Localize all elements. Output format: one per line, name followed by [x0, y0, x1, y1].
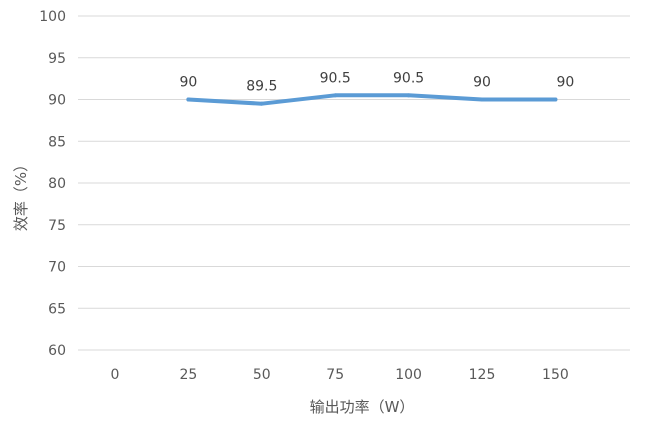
x-axis-title: 输出功率（W）	[310, 398, 415, 416]
x-tick-label: 25	[179, 367, 197, 383]
data-label: 90	[473, 75, 491, 91]
y-axis-ticks: 60 65 70 75 80 85 90 95 100	[39, 9, 66, 359]
series-line	[186, 93, 558, 106]
y-tick-label: 85	[48, 134, 66, 150]
y-tick-label: 80	[48, 176, 66, 192]
x-tick-label: 50	[253, 367, 271, 383]
x-tick-label: 75	[326, 367, 344, 383]
x-axis-ticks: 0 25 50 75 100 125 150	[111, 367, 569, 383]
y-tick-label: 100	[39, 9, 66, 25]
data-labels: 90 89.5 90.5 90.5 90 90	[179, 70, 574, 94]
y-tick-label: 60	[48, 343, 66, 359]
y-tick-label: 75	[48, 218, 66, 234]
data-point	[333, 93, 338, 98]
data-point	[480, 97, 484, 102]
x-tick-label: 125	[469, 367, 496, 383]
y-axis-title: 效率（%）	[12, 157, 30, 231]
data-point	[186, 97, 191, 102]
data-label: 89.5	[246, 79, 277, 95]
gridlines	[78, 15, 630, 351]
y-tick-label: 95	[48, 51, 66, 67]
y-tick-label: 70	[48, 260, 66, 276]
data-point	[553, 97, 558, 102]
y-tick-label: 65	[48, 301, 66, 317]
data-label: 90.5	[320, 70, 351, 86]
series-layer	[186, 93, 558, 106]
data-point	[259, 101, 264, 106]
x-tick-label: 0	[111, 367, 120, 383]
data-label: 90	[179, 75, 197, 91]
data-point	[406, 93, 411, 98]
data-label: 90.5	[393, 70, 424, 86]
x-tick-label: 150	[542, 367, 569, 383]
x-tick-label: 100	[395, 367, 422, 383]
y-tick-label: 90	[48, 93, 66, 109]
data-label: 90	[556, 75, 574, 91]
